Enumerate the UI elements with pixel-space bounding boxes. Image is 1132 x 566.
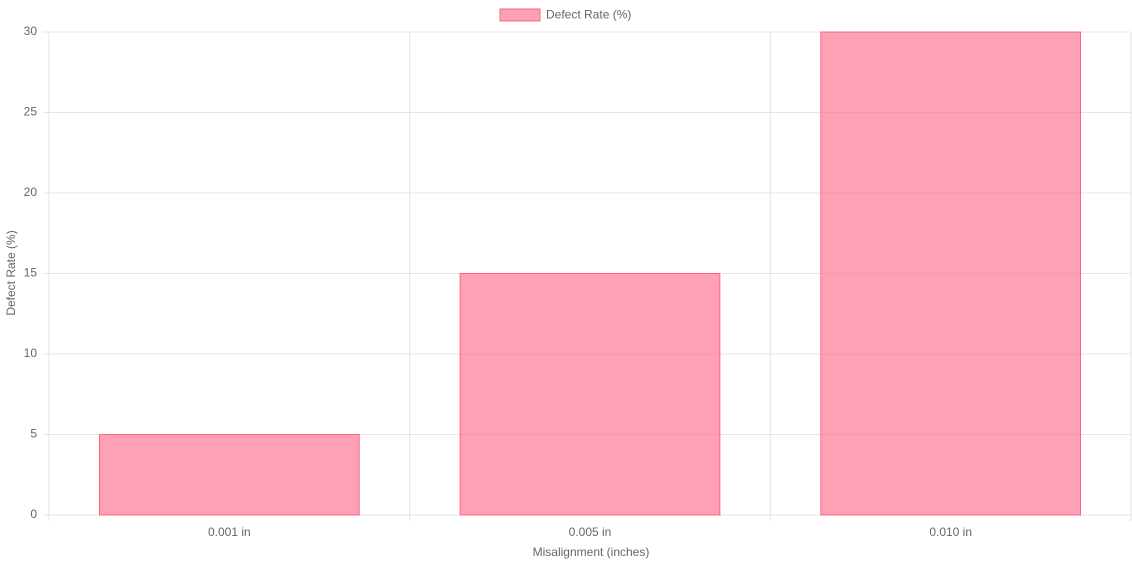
y-tick-label: 15 — [24, 266, 38, 280]
x-tick-label: 0.005 in — [569, 525, 612, 539]
x-tick-label: 0.001 in — [208, 525, 251, 539]
y-axis-title: Defect Rate (%) — [4, 230, 18, 315]
bar — [459, 273, 721, 516]
x-tick-label: 0.010 in — [929, 525, 972, 539]
bar — [820, 31, 1082, 516]
y-tick-label: 20 — [24, 185, 38, 199]
x-axis-title: Misalignment (inches) — [533, 545, 650, 559]
legend-label: Defect Rate (%) — [546, 8, 631, 22]
y-tick-label: 30 — [24, 24, 38, 38]
y-tick-label: 10 — [24, 346, 38, 360]
y-tick-label: 25 — [24, 105, 38, 119]
bar — [98, 434, 360, 516]
y-tick-label: 5 — [30, 427, 37, 441]
legend-swatch — [499, 8, 541, 22]
y-tick-label: 0 — [30, 507, 37, 521]
